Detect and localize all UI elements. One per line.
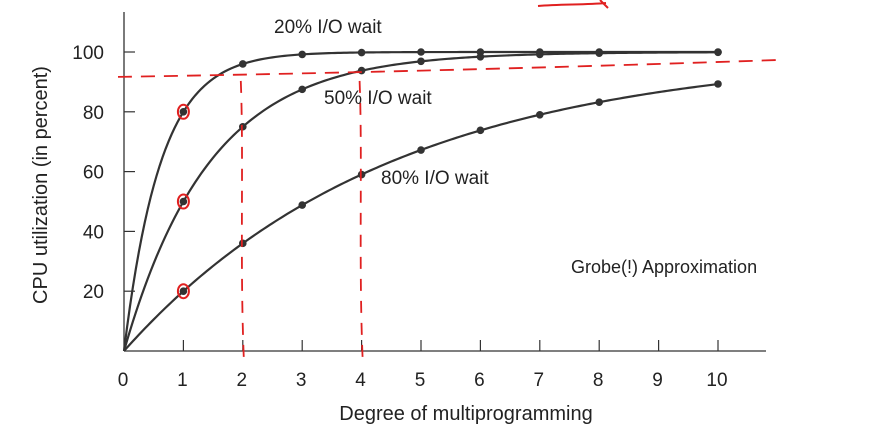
data-point xyxy=(179,287,188,296)
approximation-note: Grobe(!) Approximation xyxy=(571,257,757,277)
x-tick-label: 4 xyxy=(355,370,366,391)
x-tick-label: 10 xyxy=(706,370,727,391)
data-point xyxy=(239,122,247,131)
data-point xyxy=(417,146,425,154)
series-line-3 xyxy=(123,83,719,352)
x-axis-title: Degree of multiprogramming xyxy=(339,403,592,425)
series-label-80-io-wait: 80% I/O wait xyxy=(381,168,489,189)
data-point xyxy=(714,48,722,57)
data-point xyxy=(595,49,603,57)
y-axis-title: CPU utilization (in percent) xyxy=(30,66,52,304)
data-point xyxy=(476,52,485,61)
data-point xyxy=(417,48,425,56)
series-label-20-io-wait: 20% I/O wait xyxy=(274,17,382,38)
x-tick-label: 3 xyxy=(296,370,307,391)
x-tick-label: 2 xyxy=(237,370,248,391)
x-tick-label: 0 xyxy=(118,370,129,391)
data-point xyxy=(357,48,366,57)
x-tick-label: 9 xyxy=(652,370,663,391)
data-point xyxy=(595,98,603,107)
data-point xyxy=(417,57,425,66)
data-point xyxy=(179,108,188,116)
y-tick-label: 80 xyxy=(83,103,104,124)
y-tick-label: 100 xyxy=(72,43,104,64)
annotation-layer xyxy=(117,0,781,359)
handwritten-scribble xyxy=(537,0,609,9)
handwritten-reference-line xyxy=(117,59,781,78)
x-tick-label: 7 xyxy=(534,370,545,391)
data-point xyxy=(536,110,544,119)
handwritten-circle xyxy=(176,283,190,300)
data-point xyxy=(536,50,544,59)
x-tick-label: 8 xyxy=(593,370,604,391)
x-tick-label: 1 xyxy=(177,370,188,391)
data-point xyxy=(298,85,307,94)
handwritten-circle xyxy=(176,103,190,120)
axes: 0 1 2 3 4 5 6 7 8 9 10 20 40 60 80 100 xyxy=(72,12,766,391)
handwritten-vertical-line xyxy=(239,80,245,359)
data-point xyxy=(298,201,307,209)
data-point xyxy=(239,60,247,68)
handwritten-vertical-line xyxy=(358,80,364,359)
data-point xyxy=(476,126,485,135)
series-label-50-io-wait: 50% I/O wait xyxy=(324,88,432,109)
series-layer xyxy=(122,48,722,352)
x-tick-label: 6 xyxy=(474,370,485,391)
data-point xyxy=(179,197,188,206)
y-tick-label: 60 xyxy=(83,163,104,184)
data-point xyxy=(298,50,307,59)
data-point xyxy=(357,66,366,75)
data-point xyxy=(714,80,722,88)
x-tick-label: 5 xyxy=(415,370,426,391)
y-tick-label: 20 xyxy=(83,282,104,303)
handwritten-circle xyxy=(176,193,190,210)
y-tick-label: 40 xyxy=(83,222,104,243)
data-point xyxy=(239,239,247,248)
